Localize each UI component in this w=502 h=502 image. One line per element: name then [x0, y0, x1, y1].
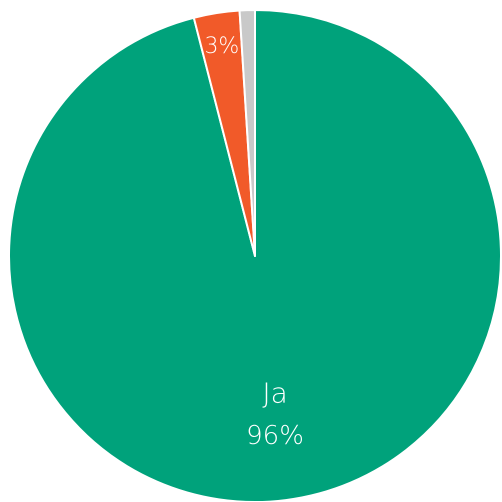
- slice-label-name: Ja: [262, 377, 287, 410]
- pie-slice-slice-2: [238, 9, 256, 257]
- slice-label-percent: 96%: [246, 421, 304, 451]
- slice-label-percent: 3%: [204, 34, 239, 59]
